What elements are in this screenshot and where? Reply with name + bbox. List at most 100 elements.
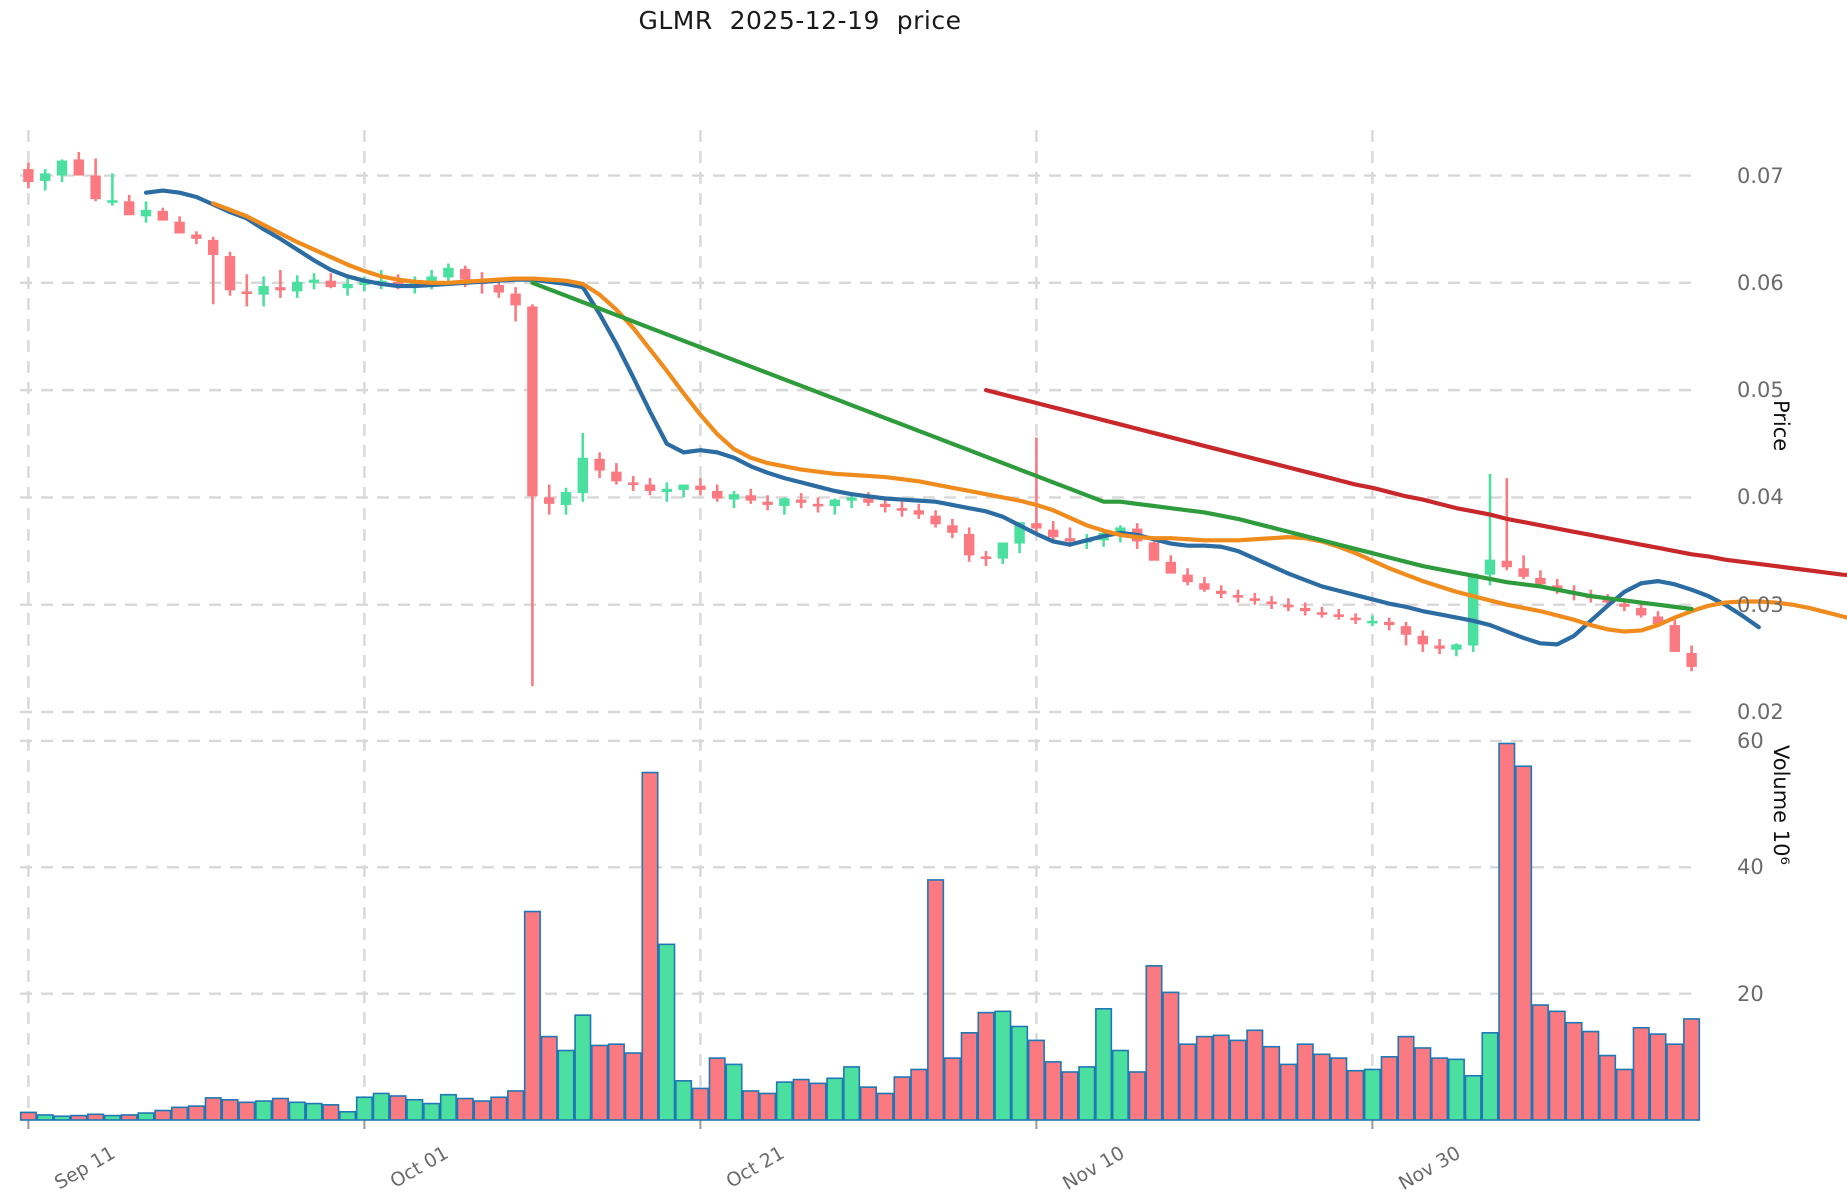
volume-bar (994, 1010, 1012, 1121)
volume-bar (1179, 1043, 1197, 1121)
volume-bar (339, 1110, 357, 1121)
volume-bar (1531, 1004, 1549, 1121)
candle-body (611, 471, 622, 482)
candle-body (56, 160, 68, 176)
candle-body (1249, 598, 1261, 601)
volume-bar (1582, 1030, 1600, 1121)
volume-bar (389, 1095, 407, 1121)
volume-bar (1683, 1018, 1701, 1121)
candle-body (661, 488, 673, 493)
candle-body (459, 268, 471, 280)
ma-line-3 (530, 280, 1694, 612)
candle-body (1501, 560, 1513, 568)
volume-bar (742, 1090, 760, 1121)
candle-body (426, 276, 437, 283)
volume-bar (1330, 1057, 1348, 1121)
volume-bar (725, 1063, 743, 1121)
volume-bar (540, 1035, 558, 1121)
candle-body (1518, 568, 1529, 577)
volume-bar (1363, 1068, 1381, 1121)
candle-body (174, 221, 185, 234)
volume-bar (1599, 1054, 1617, 1121)
volume-bar (288, 1101, 306, 1121)
candle-body (1467, 573, 1479, 646)
candle-body (812, 503, 824, 507)
candle-body (191, 234, 202, 239)
volume-bar (355, 1096, 373, 1121)
volume-bar (1279, 1063, 1297, 1121)
volume-axis-label: Volume 10⁶ (1769, 745, 1793, 865)
candle-body (1031, 523, 1042, 529)
volume-bar (1380, 1056, 1398, 1121)
candle-body (997, 542, 1009, 559)
volume-bar (406, 1098, 424, 1121)
candle-body (123, 201, 135, 216)
candle-body (1383, 621, 1395, 626)
candle-body (1602, 599, 1613, 603)
volume-tick-label: 60 (1737, 728, 1764, 753)
volume-bar (1195, 1035, 1213, 1121)
candle-body (829, 499, 841, 507)
candle-body (527, 306, 538, 497)
volume-bar (1347, 1069, 1365, 1121)
volume-bar (675, 1080, 693, 1121)
volume-bar (910, 1068, 928, 1121)
volume-bar (204, 1097, 222, 1121)
volume-bar (456, 1097, 474, 1121)
candle-body (90, 175, 101, 200)
candle-body (745, 495, 757, 501)
volume-bar (691, 1087, 709, 1121)
volume-bar (1111, 1049, 1129, 1121)
volume-bar (171, 1106, 189, 1121)
ma-line-2 (211, 201, 1847, 634)
candle-body (308, 279, 320, 283)
price-tick-label: 0.06 (1737, 270, 1784, 295)
volume-tick-label: 40 (1737, 855, 1764, 880)
candle-body (1283, 604, 1294, 608)
candle-body (1182, 574, 1193, 583)
candle-body (73, 159, 85, 176)
volume-bar (557, 1049, 575, 1121)
volume-bar (103, 1114, 121, 1121)
volume-bar (775, 1081, 793, 1121)
candle-body (930, 515, 941, 525)
candle-body (846, 497, 857, 501)
volume-bar (927, 879, 945, 1121)
candle-body (275, 287, 286, 291)
candle-body (879, 503, 891, 508)
candle-body (762, 501, 773, 505)
volume-bar (221, 1098, 239, 1121)
volume-bar (523, 910, 541, 1121)
candle-body (207, 239, 219, 255)
candle-body (678, 484, 689, 490)
volume-bar (843, 1066, 861, 1121)
volume-bar (809, 1082, 827, 1121)
volume-bar (1078, 1066, 1096, 1121)
price-tick-label: 0.07 (1737, 163, 1784, 188)
candle-body (1484, 559, 1496, 575)
volume-bar (255, 1100, 273, 1121)
candle-body (1535, 577, 1546, 585)
volume-bar (1095, 1008, 1113, 1121)
volume-bar (1011, 1025, 1029, 1121)
volume-bar (943, 1057, 961, 1121)
volume-bar (507, 1090, 525, 1121)
candle-body (291, 281, 303, 292)
price-tick-label: 0.03 (1737, 592, 1784, 617)
candle-body (1619, 603, 1630, 607)
volume-bar (977, 1011, 995, 1121)
volume-bar (708, 1057, 726, 1121)
candle-body (1350, 617, 1361, 621)
candle-body (1266, 601, 1277, 605)
volume-series (19, 742, 1701, 1121)
candle-body (224, 256, 236, 291)
candle-body (1417, 635, 1429, 645)
candle-body (157, 210, 169, 221)
volume-bar (423, 1102, 441, 1121)
volume-bar (70, 1114, 88, 1121)
candle-body (1165, 561, 1177, 574)
candle-body (39, 173, 51, 181)
candle-body (1014, 522, 1025, 544)
candle-body (1635, 607, 1647, 616)
